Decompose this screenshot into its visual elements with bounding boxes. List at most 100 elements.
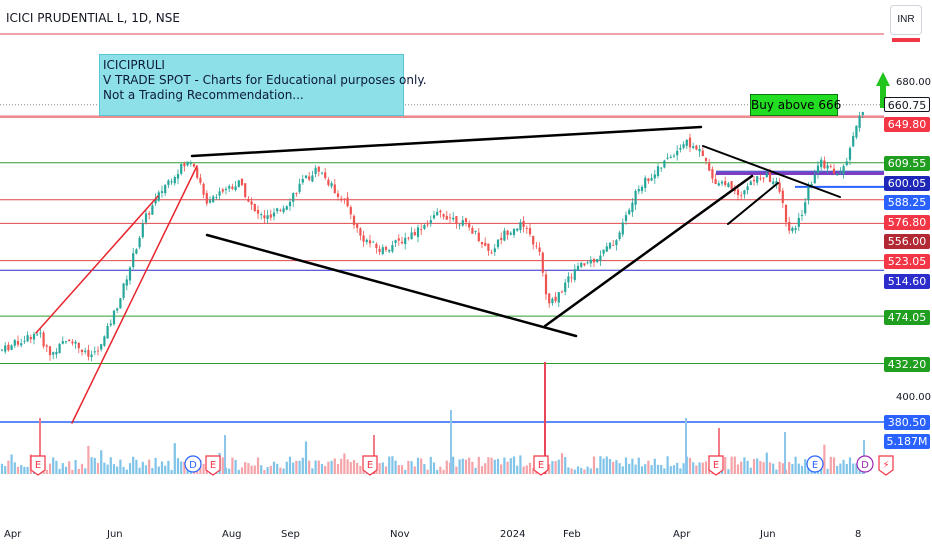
candle-body (266, 215, 269, 220)
volume-bar (458, 459, 461, 474)
candle-body (212, 196, 215, 203)
candle-body (554, 296, 557, 302)
price-badge[interactable]: 609.55 (884, 156, 930, 171)
candle-body (324, 172, 327, 178)
volume-bar (695, 465, 698, 474)
volume-bar (180, 461, 183, 474)
candle-body (528, 228, 532, 235)
volume-bar (455, 466, 458, 474)
volume-bar (682, 463, 685, 474)
trendline[interactable] (205, 233, 578, 338)
price-badge[interactable]: 523.05 (884, 254, 930, 269)
volume-bar (4, 466, 7, 474)
candle-body (58, 343, 61, 354)
event-markers[interactable]: E D E E E E E D ⚡ (30, 455, 894, 476)
candle-body (202, 183, 205, 195)
volume-bar (164, 465, 167, 474)
candle-body (775, 181, 778, 184)
candle-body (132, 253, 135, 268)
volume-bar (532, 468, 535, 474)
candle-body (173, 177, 176, 184)
buy-callout[interactable]: Buy above 666 (750, 94, 841, 116)
candle-body (468, 223, 471, 228)
candle-body (317, 166, 320, 172)
x-tick-label: Jun (107, 529, 123, 540)
candle-body (103, 336, 106, 346)
trendline[interactable] (543, 174, 754, 328)
candle-body (541, 252, 544, 273)
candle-body (704, 158, 708, 161)
price-badge[interactable]: 649.80 (884, 117, 930, 132)
price-badge[interactable]: 588.25 (884, 195, 930, 210)
price-badge[interactable]: 576.80 (884, 215, 930, 230)
price-badge[interactable]: 600.05 (884, 176, 930, 191)
price-badge[interactable]: 380.50 (884, 415, 930, 430)
candle-body (372, 241, 375, 243)
volume-bar (426, 469, 429, 474)
price-badge-current[interactable]: 660.75 (884, 97, 930, 112)
candle-body (388, 250, 391, 252)
price-badge[interactable]: 556.00 (884, 234, 930, 249)
candle-body (116, 308, 119, 311)
volume-bar (669, 466, 672, 474)
candle-body (714, 179, 717, 184)
volume-bar (119, 459, 122, 474)
candle-body (359, 228, 362, 236)
trendline[interactable] (190, 125, 703, 158)
volume-bar (87, 445, 90, 474)
candle-body (352, 215, 356, 226)
volume-bar (90, 457, 93, 474)
candle-body (842, 165, 845, 175)
volume-bar (608, 459, 612, 474)
price-badge[interactable]: 474.05 (884, 310, 930, 325)
candle-body (356, 224, 359, 228)
candle-body (685, 139, 688, 146)
candle-body (474, 230, 477, 232)
volume-bar (554, 461, 557, 474)
volume-bar (336, 463, 340, 474)
trendline[interactable] (727, 182, 779, 225)
candle-body (176, 174, 180, 179)
candle-body (301, 179, 304, 183)
volume-bar (231, 457, 234, 474)
price-badge[interactable]: 514.60 (884, 274, 930, 289)
volume-bar (804, 459, 807, 474)
trendlines[interactable] (35, 72, 890, 424)
candle-body (48, 346, 52, 356)
candle-body (861, 111, 864, 115)
trendline[interactable] (71, 165, 198, 424)
candle-body (407, 237, 410, 239)
trendline[interactable] (35, 195, 159, 334)
volume-bar (45, 469, 48, 474)
volume-bar (173, 443, 176, 474)
candle-body (394, 240, 397, 243)
trendline[interactable] (702, 145, 841, 198)
event-marker-label: D (861, 460, 869, 471)
candle-body (816, 165, 820, 173)
candle-body (653, 174, 656, 179)
dividend-icon (806, 455, 824, 473)
info-note[interactable]: ICICIPRULI V TRADE SPOT - Charts for Edu… (99, 54, 427, 116)
volume-bar (628, 463, 631, 474)
volume-bar (26, 466, 29, 474)
volume-bar (260, 465, 263, 474)
x-tick-label: Nov (390, 529, 410, 540)
volume-bar (647, 460, 650, 474)
event-marker-label: E (713, 460, 719, 471)
currency-button[interactable]: INR (890, 5, 922, 35)
candle-body (455, 216, 458, 224)
volume-bar (727, 469, 730, 474)
price-badge[interactable]: 432.20 (884, 357, 930, 372)
volume-histogram (0, 362, 865, 474)
candle-body (218, 191, 221, 196)
candle-body (496, 239, 500, 248)
volume-bar (391, 456, 394, 474)
candle-body (106, 325, 109, 339)
volume-bar (298, 460, 301, 474)
volume-spike (450, 410, 452, 474)
candle-body (464, 218, 468, 222)
volume-bar (77, 468, 80, 474)
candle-body (288, 201, 292, 207)
